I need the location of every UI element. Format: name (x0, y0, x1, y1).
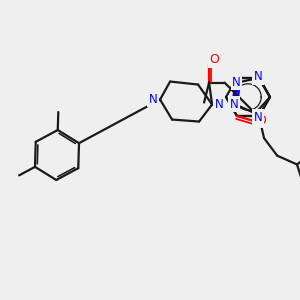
Text: O: O (209, 53, 219, 66)
Text: N: N (149, 93, 158, 106)
Text: N: N (215, 98, 224, 111)
Text: N: N (254, 111, 262, 124)
Text: N: N (232, 76, 241, 89)
Text: O: O (256, 114, 266, 127)
Text: N: N (230, 98, 239, 111)
Text: N: N (254, 70, 262, 83)
